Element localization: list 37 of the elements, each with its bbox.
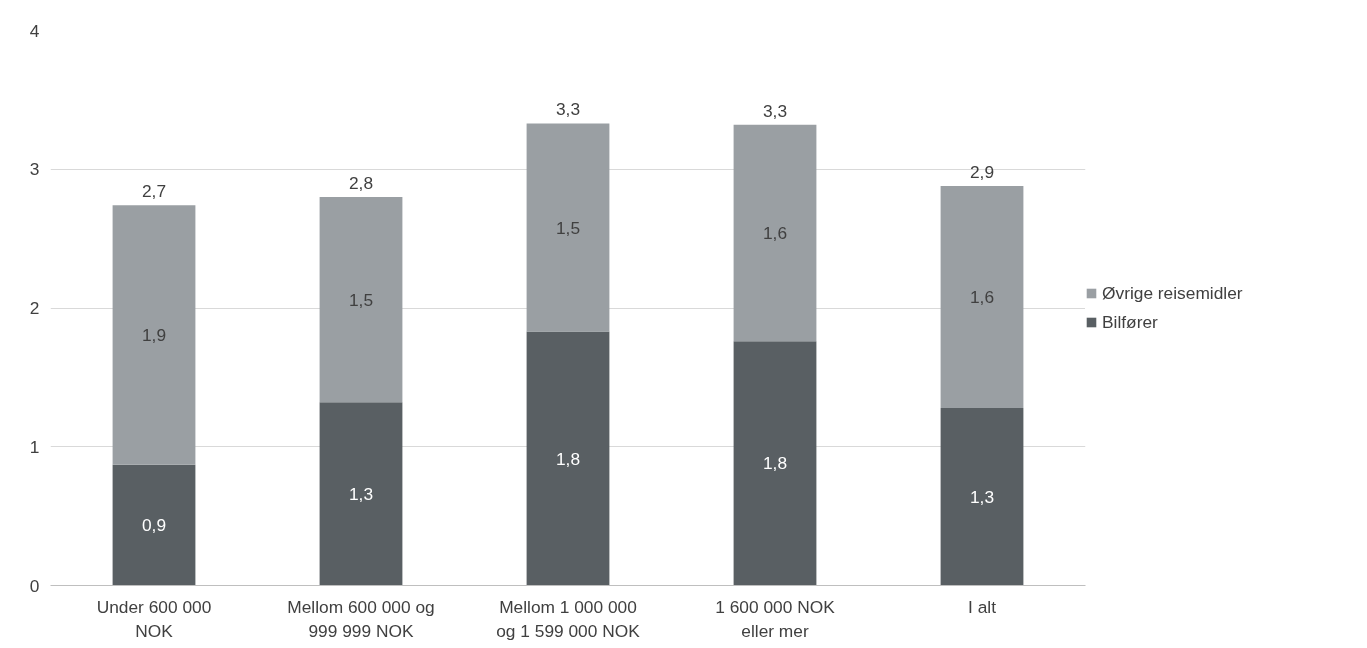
y-tick-label: 4 xyxy=(29,20,40,41)
data-label: 1,5 xyxy=(348,289,374,310)
x-tick-label: I alt xyxy=(968,596,997,617)
bar xyxy=(319,197,403,403)
data-label: 1,9 xyxy=(141,325,167,346)
bar xyxy=(940,185,1024,408)
bar xyxy=(526,331,610,586)
y-tick-label: 0 xyxy=(29,575,40,596)
total-label: 3,3 xyxy=(555,99,581,120)
data-label: 0,9 xyxy=(141,515,167,536)
y-tick-label: 1 xyxy=(29,436,40,457)
x-tick-label: Mellom 1 000 000 og 1 599 000 NOK xyxy=(496,596,641,641)
data-label: 1,5 xyxy=(555,217,581,238)
x-tick-label: 1 600 000 NOK eller mer xyxy=(715,596,836,641)
legend-label: Øvrige reisemidler xyxy=(1102,282,1243,304)
bar xyxy=(112,205,196,465)
total-label: 2,9 xyxy=(969,161,995,182)
total-label: 2,7 xyxy=(141,181,167,202)
x-tick-label: Under 600 000 NOK xyxy=(96,596,212,641)
y-tick-label: 2 xyxy=(29,298,40,318)
data-label: 1,8 xyxy=(555,448,581,469)
bar xyxy=(940,407,1024,586)
data-label: 1,3 xyxy=(969,486,995,507)
data-label: 1,6 xyxy=(762,223,788,244)
total-label: 2,8 xyxy=(348,173,374,193)
data-label: 1,8 xyxy=(762,453,788,474)
data-label: 1,3 xyxy=(348,483,374,504)
y-tick-label: 3 xyxy=(29,159,40,180)
bar xyxy=(319,402,403,586)
bar xyxy=(112,464,196,586)
data-label: 1,6 xyxy=(969,286,995,307)
x-tick-label: Mellom 600 000 og 999 999 NOK xyxy=(287,596,435,641)
bar xyxy=(526,123,610,332)
legend-label: Bilfører xyxy=(1102,311,1158,333)
total-label: 3,3 xyxy=(762,100,788,121)
bar xyxy=(733,124,817,342)
bar xyxy=(733,341,817,586)
